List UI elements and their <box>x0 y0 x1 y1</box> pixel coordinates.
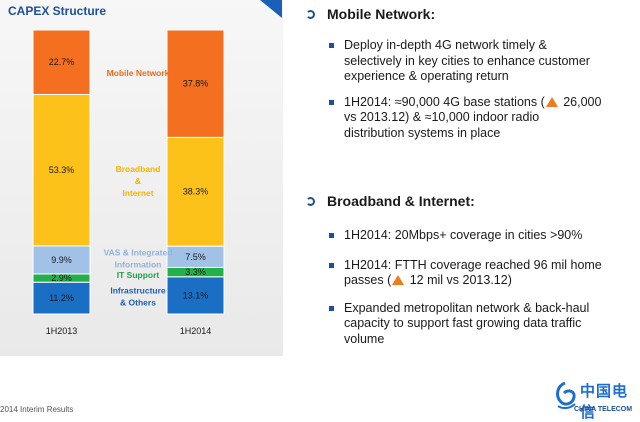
bar-segment <box>32 245 91 275</box>
up-triangle-icon <box>392 275 405 285</box>
series-label: VAS & Integrated <box>104 247 173 257</box>
bullet-line: 1H2014: FTTH coverage reached 96 mil hom… <box>344 257 602 272</box>
section-heading-mobile: Mobile Network: <box>306 6 435 22</box>
capex-panel: CAPEX Structure 11.2% 2.9% 9.9% 53.3% 22.7% 1… <box>0 0 283 356</box>
china-telecom-logo: 中国电信 CHINA TELECOM <box>552 378 638 421</box>
data-label: 53.3% <box>49 165 75 175</box>
up-triangle-icon <box>545 96 558 107</box>
bullet-line: 1H2014: 20Mbps+ coverage in cities >90% <box>344 228 583 242</box>
data-label: 38.3% <box>183 187 209 197</box>
bullet-text: passes ( <box>344 273 392 287</box>
hook-arrow-icon <box>306 196 315 206</box>
series-label: Information <box>115 259 162 269</box>
data-label: 2.9% <box>51 273 72 283</box>
chart-title: CAPEX Structure <box>8 4 107 18</box>
bar-segment <box>32 29 91 95</box>
bullet-line: passes ( 12 mil vs 2013.12) <box>344 273 632 289</box>
square-bullet-icon <box>329 262 334 268</box>
capex-stacked-bar-chart: 11.2% 2.9% 9.9% 53.3% 22.7% 1H2013 13.1% 3.3% 7.… <box>32 29 225 336</box>
data-label: 13.1% <box>183 290 209 300</box>
data-label: 37.8% <box>183 79 209 89</box>
bullet-line: Expanded metropolitan network & back-hau… <box>344 300 590 315</box>
data-label: 7.5% <box>185 252 206 262</box>
bar-segment <box>166 29 225 138</box>
footer-text: 2014 Interim Results <box>0 405 74 414</box>
category-label: 1H2013 <box>46 326 78 336</box>
series-label: Mobile Network <box>107 68 170 78</box>
category-label: 1H2014 <box>180 326 212 336</box>
square-bullet-icon <box>329 43 334 48</box>
bullet-text: 12 mil vs 2013.12) <box>406 273 512 287</box>
square-bullet-icon <box>329 305 334 311</box>
data-label: 3.3% <box>185 267 206 277</box>
list-item: Expanded metropolitan network & back-hau… <box>327 301 632 348</box>
broadband-bullets: 1H2014: 20Mbps+ coverage in cities >90% … <box>327 228 632 347</box>
bullet-line: experience & operating return <box>344 69 509 83</box>
logo-chinese-name: 中国电信 <box>580 383 629 421</box>
series-label: Broadband <box>116 164 161 174</box>
bullet-line: volume <box>344 331 385 346</box>
list-item: 1H2014: 20Mbps+ coverage in cities >90% <box>327 228 632 244</box>
bar-segment <box>32 281 91 315</box>
data-label: 11.2% <box>49 293 74 303</box>
bar-segment <box>166 136 225 247</box>
section-heading-broadband: Broadband & Internet: <box>306 193 475 209</box>
bullet-text: 26,000 <box>559 94 602 109</box>
series-label: Infrastructure <box>110 286 166 296</box>
bullet-line: distribution systems in place <box>344 125 501 140</box>
series-label: & <box>135 176 141 186</box>
square-bullet-icon <box>329 99 334 105</box>
hook-arrow-icon <box>306 9 315 19</box>
bullet-line: vs 2013.12) & ≈10,000 indoor radio <box>344 110 540 124</box>
bullet-line: selectively in key cities to enhance cus… <box>344 53 590 68</box>
mobile-bullets: Deploy in-depth 4G network timely & sele… <box>327 38 632 141</box>
series-label: Internet <box>122 188 153 198</box>
data-label: 22.7% <box>49 57 75 67</box>
bullet-text: 1H2014: ≈90,000 4G base stations ( <box>344 94 545 109</box>
section-heading-text: Mobile Network: <box>327 6 436 22</box>
list-item: Deploy in-depth 4G network timely & sele… <box>327 38 632 85</box>
square-bullet-icon <box>329 233 334 238</box>
data-label: 9.9% <box>51 255 72 265</box>
logo-english-name: CHINA TELECOM <box>574 406 633 413</box>
china-telecom-swirl-icon <box>556 381 576 410</box>
list-item: 1H2014: ≈90,000 4G base stations ( 26,00… <box>327 95 632 142</box>
bullet-line: 1H2014: ≈90,000 4G base stations ( 26,00… <box>344 95 632 111</box>
list-item: 1H2014: FTTH coverage reached 96 mil hom… <box>327 258 632 289</box>
bullet-line: Deploy in-depth 4G network timely & <box>344 38 547 52</box>
section-heading-text: Broadband & Internet: <box>327 193 475 209</box>
corner-tab-decoration <box>260 0 282 18</box>
bullet-line: capacity to support fast growing data tr… <box>344 316 582 330</box>
series-label: IT Support <box>117 270 160 280</box>
series-label: & Others <box>120 298 156 308</box>
